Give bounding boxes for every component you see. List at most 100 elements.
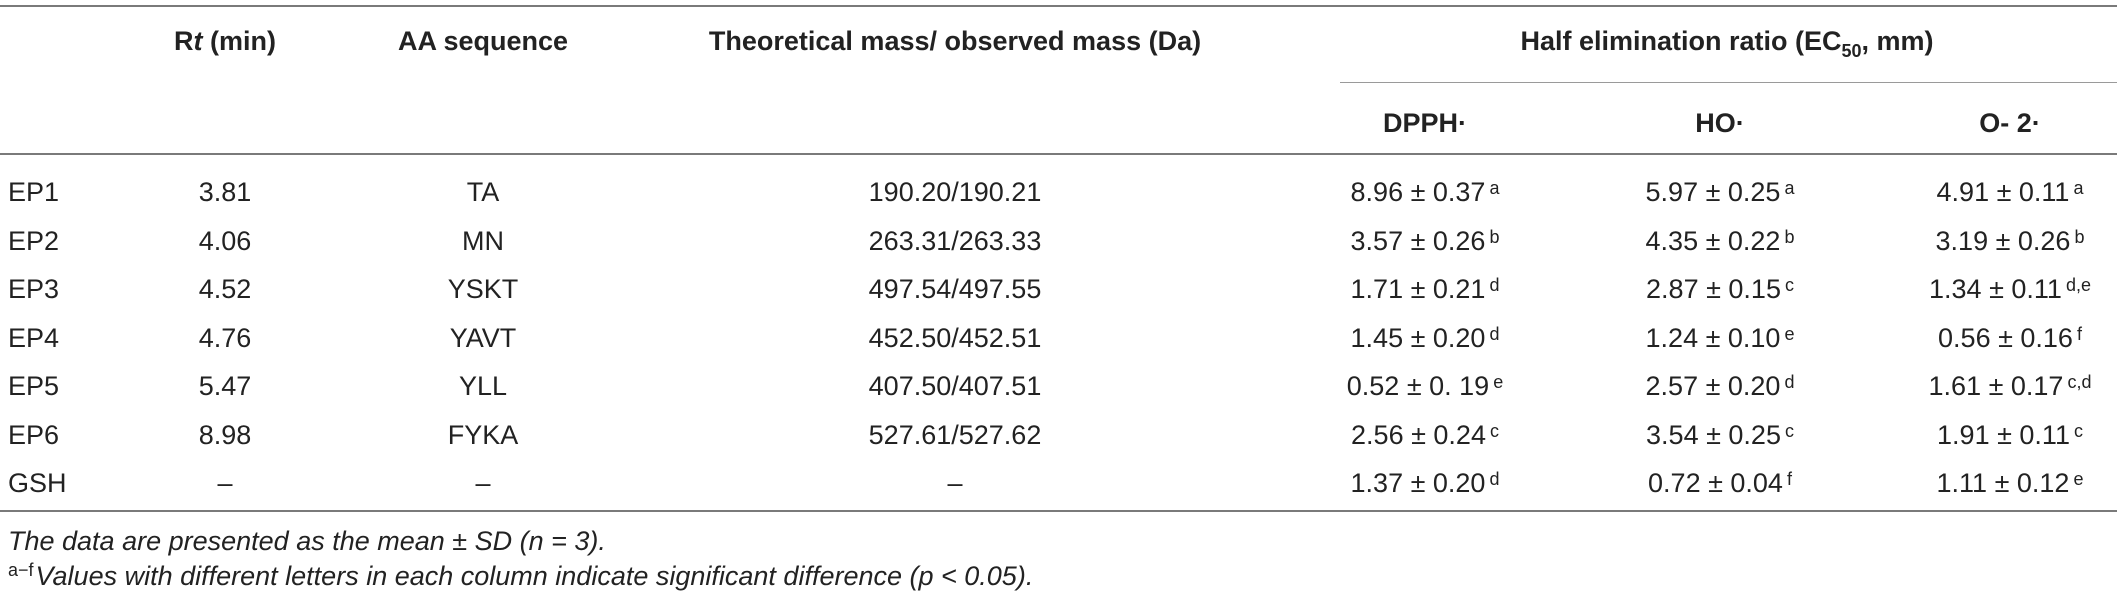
cell-dpph: 3.57 ± 0.26 b	[1351, 225, 1500, 257]
header-half-elimination: Half elimination ratio (EC50, mm)	[1520, 26, 1934, 61]
cell-dpph: 1.45 ± 0.20 d	[1351, 322, 1500, 354]
cell-ho: 4.35 ± 0.22 b	[1646, 225, 1795, 257]
group-header-rule	[1340, 82, 2117, 83]
cell-o2: 1.91 ± 0.11 c	[1937, 419, 2083, 451]
cell-dpph: 1.71 ± 0.21 d	[1351, 273, 1500, 305]
footnote-mean-sd: The data are presented as the mean ± SD …	[8, 526, 606, 556]
cell-ho: 2.87 ± 0.15 c	[1646, 273, 1794, 305]
row-label: GSH	[8, 468, 67, 498]
cell-ho-value: 5.97 ± 0.25	[1645, 177, 1781, 207]
cell-ho-value: 2.57 ± 0.20	[1645, 371, 1781, 401]
cell-o2-significance: d,e	[2065, 275, 2091, 295]
cell-mass: –	[947, 468, 963, 498]
cell-o2: 3.19 ± 0.26 b	[1936, 225, 2085, 257]
footnote-letters: a−fValues with different letters in each…	[8, 560, 1034, 591]
cell-dpph: 8.96 ± 0.37 a	[1351, 176, 1500, 208]
cell-mass: 263.31/263.33	[868, 225, 1042, 256]
cell-o2-significance: a	[2073, 178, 2084, 198]
cell-ho-significance: d	[1784, 372, 1795, 392]
cell-o2-significance: c,d	[2067, 372, 2092, 392]
cell-ho-significance: a	[1784, 178, 1795, 198]
header-bottom-rule	[0, 153, 2117, 155]
cell-dpph-significance: a	[1489, 178, 1500, 198]
cell-rt: 8.98	[198, 419, 252, 450]
header-dpph: DPPH·	[1382, 108, 1468, 138]
cell-o2-value: 1.61 ± 0.17	[1928, 371, 2064, 401]
cell-ho-value: 0.72 ± 0.04	[1648, 468, 1783, 498]
header-o2: O- 2·	[1979, 108, 2041, 138]
header-rt: Rt (min)	[174, 26, 276, 56]
cell-o2: 4.91 ± 0.11 a	[1937, 176, 2084, 208]
cell-o2-value: 1.11 ± 0.12	[1936, 468, 2070, 498]
cell-dpph-significance: b	[1489, 226, 1500, 247]
cell-mass: 527.61/527.62	[868, 419, 1042, 450]
cell-rt: –	[217, 468, 233, 498]
cell-dpph-value: 1.71 ± 0.21	[1350, 274, 1486, 304]
cell-ho: 0.72 ± 0.04 f	[1648, 467, 1792, 499]
cell-ho-value: 3.54 ± 0.25	[1646, 419, 1781, 450]
row-label: EP2	[8, 225, 60, 256]
cell-rt: 4.06	[198, 225, 252, 256]
cell-aa: TA	[466, 177, 500, 207]
cell-o2: 1.61 ± 0.17 c,d	[1929, 370, 2092, 402]
row-label: EP3	[8, 274, 60, 304]
cell-mass: 497.54/497.55	[868, 274, 1042, 304]
cell-dpph-value: 1.45 ± 0.20	[1350, 322, 1486, 353]
cell-ho-value: 4.35 ± 0.22	[1645, 225, 1781, 256]
cell-aa: FYKA	[447, 419, 519, 450]
cell-aa: YLL	[458, 371, 508, 401]
row-label: EP1	[8, 177, 60, 207]
cell-ho-significance: e	[1784, 323, 1795, 344]
cell-o2-value: 3.19 ± 0.26	[1935, 225, 2071, 256]
row-label: EP6	[8, 419, 60, 450]
cell-ho-significance: b	[1784, 226, 1795, 247]
cell-rt: 4.52	[198, 274, 252, 304]
row-label: EP5	[8, 371, 60, 401]
cell-o2-significance: c	[2073, 420, 2083, 441]
cell-dpph-significance: d	[1489, 275, 1500, 295]
cell-dpph-significance: c	[1489, 420, 1499, 441]
header-mass: Theoretical mass/ observed mass (Da)	[708, 26, 1202, 56]
cell-rt: 3.81	[198, 177, 252, 207]
cell-mass: 452.50/452.51	[868, 322, 1042, 353]
cell-o2-significance: e	[2073, 469, 2084, 489]
header-ho: HO·	[1695, 108, 1745, 138]
cell-rt: 4.76	[198, 322, 252, 353]
cell-dpph-value: 2.56 ± 0.24	[1351, 419, 1486, 450]
cell-dpph: 2.56 ± 0.24 c	[1351, 419, 1499, 451]
cell-ho: 5.97 ± 0.25 a	[1646, 176, 1795, 208]
cell-dpph-significance: e	[1493, 372, 1504, 392]
cell-ho-value: 2.87 ± 0.15	[1646, 274, 1781, 304]
cell-ho: 3.54 ± 0.25 c	[1646, 419, 1794, 451]
cell-mass: 190.20/190.21	[868, 177, 1042, 207]
cell-o2-value: 0.56 ± 0.16	[1938, 322, 2073, 353]
cell-o2-value: 4.91 ± 0.11	[1936, 177, 2070, 207]
cell-o2-value: 1.91 ± 0.11	[1937, 419, 2070, 450]
table-bottom-rule	[0, 510, 2117, 512]
cell-o2: 0.56 ± 0.16 f	[1938, 322, 2082, 354]
table-top-rule	[0, 5, 2117, 7]
cell-dpph: 1.37 ± 0.20 d	[1351, 467, 1500, 499]
cell-o2: 1.11 ± 0.12 e	[1937, 467, 2084, 499]
cell-aa: –	[475, 468, 491, 498]
cell-aa: YAVT	[449, 322, 517, 353]
cell-ho: 1.24 ± 0.10 e	[1646, 322, 1795, 354]
cell-ho-value: 1.24 ± 0.10	[1645, 322, 1781, 353]
cell-dpph-value: 3.57 ± 0.26	[1350, 225, 1486, 256]
cell-dpph-value: 8.96 ± 0.37	[1350, 177, 1486, 207]
cell-ho-significance: c	[1784, 275, 1794, 295]
cell-aa: MN	[462, 225, 504, 256]
cell-dpph: 0.52 ± 0. 19 e	[1347, 370, 1503, 402]
cell-dpph-value: 0.52 ± 0. 19	[1346, 371, 1490, 401]
cell-o2-significance: b	[2074, 226, 2085, 247]
cell-mass: 407.50/407.51	[868, 371, 1042, 401]
cell-ho: 2.57 ± 0.20 d	[1646, 370, 1795, 402]
row-label: EP4	[8, 322, 60, 353]
cell-aa: YSKT	[447, 274, 519, 304]
cell-dpph-significance: d	[1489, 469, 1500, 489]
cell-o2-value: 1.34 ± 0.11	[1929, 274, 2062, 304]
cell-ho-significance: f	[1786, 469, 1792, 489]
cell-ho-significance: c	[1784, 420, 1794, 441]
cell-rt: 5.47	[198, 371, 252, 401]
cell-dpph-value: 1.37 ± 0.20	[1350, 468, 1486, 498]
